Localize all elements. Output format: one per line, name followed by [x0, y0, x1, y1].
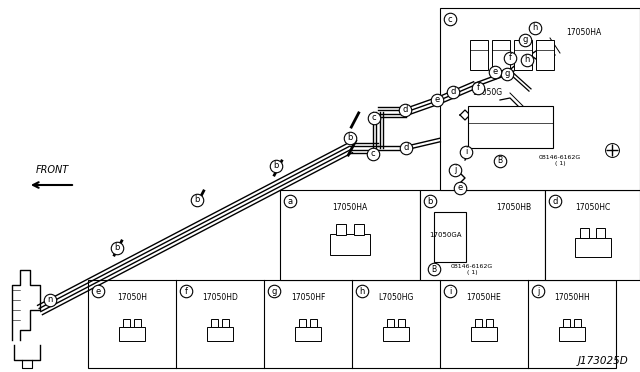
Text: 17050GA: 17050GA — [429, 232, 461, 238]
Text: 08146-6162G
( 1): 08146-6162G ( 1) — [451, 264, 493, 275]
Text: e: e — [435, 96, 440, 105]
Text: j: j — [537, 286, 539, 295]
Text: c: c — [371, 150, 375, 158]
Text: h: h — [359, 286, 365, 295]
Text: 17050HB: 17050HB — [496, 203, 531, 212]
Text: J173025D: J173025D — [577, 356, 628, 366]
Bar — [574, 319, 581, 327]
Bar — [575, 238, 611, 257]
Text: b: b — [115, 244, 120, 253]
Text: g: g — [504, 70, 509, 78]
Bar — [299, 319, 306, 327]
Bar — [559, 327, 585, 341]
Text: h: h — [524, 55, 530, 64]
Text: e: e — [492, 67, 498, 77]
Bar — [211, 319, 218, 327]
Text: g: g — [271, 286, 276, 295]
Text: d: d — [403, 144, 409, 153]
Text: B: B — [431, 265, 436, 274]
Bar — [470, 40, 488, 70]
Text: d: d — [403, 106, 408, 115]
Bar — [383, 327, 409, 341]
Text: 17050G: 17050G — [472, 88, 502, 97]
Text: j: j — [454, 166, 456, 174]
Bar — [545, 190, 640, 280]
Bar — [514, 40, 532, 70]
Bar — [398, 319, 405, 327]
Text: d: d — [552, 196, 557, 205]
Bar — [330, 234, 370, 255]
Bar — [475, 319, 482, 327]
Text: h: h — [532, 23, 538, 32]
Bar — [563, 319, 570, 327]
Bar — [440, 8, 640, 190]
Bar — [123, 319, 130, 327]
Text: 17050HF: 17050HF — [291, 293, 325, 302]
Text: 17050HD: 17050HD — [202, 293, 238, 302]
Text: 17050HA: 17050HA — [566, 28, 602, 37]
Bar — [310, 319, 317, 327]
Text: e: e — [95, 286, 100, 295]
Bar — [295, 327, 321, 341]
Bar — [580, 228, 589, 238]
Bar — [88, 280, 616, 368]
Text: 08146-6162G
( 1): 08146-6162G ( 1) — [539, 155, 581, 166]
Bar — [420, 190, 545, 280]
Bar — [596, 228, 605, 238]
Bar — [354, 224, 364, 235]
Text: 17050HH: 17050HH — [554, 293, 590, 302]
Text: f: f — [477, 83, 479, 93]
Text: i: i — [465, 148, 467, 157]
Bar — [336, 224, 346, 235]
Bar — [222, 319, 229, 327]
Text: 17050H: 17050H — [117, 293, 147, 302]
Text: FRONT: FRONT — [35, 165, 68, 175]
Text: b: b — [273, 161, 278, 170]
Bar — [434, 212, 466, 262]
Bar — [486, 319, 493, 327]
Text: B: B — [497, 156, 502, 166]
Text: b: b — [195, 196, 200, 205]
Bar — [387, 319, 394, 327]
Text: b: b — [428, 196, 433, 205]
Bar — [492, 40, 510, 70]
Text: a: a — [287, 196, 292, 205]
Text: 17050HC: 17050HC — [575, 203, 610, 212]
Text: d: d — [451, 87, 456, 96]
Bar — [536, 40, 554, 70]
Text: c: c — [372, 113, 376, 122]
Text: g: g — [522, 35, 528, 45]
Bar — [119, 327, 145, 341]
Text: i: i — [449, 286, 451, 295]
Bar — [207, 327, 233, 341]
Bar — [280, 190, 420, 280]
Bar — [471, 327, 497, 341]
Text: 17050HE: 17050HE — [467, 293, 501, 302]
Bar — [134, 319, 141, 327]
Text: e: e — [458, 183, 463, 192]
Text: 17050HA: 17050HA — [332, 203, 367, 212]
Text: L7050HG: L7050HG — [378, 293, 413, 302]
Text: b: b — [348, 134, 353, 142]
Text: f: f — [184, 286, 188, 295]
Bar — [468, 106, 553, 148]
Text: f: f — [509, 54, 511, 62]
Text: n: n — [47, 295, 52, 305]
Text: c: c — [448, 15, 452, 23]
